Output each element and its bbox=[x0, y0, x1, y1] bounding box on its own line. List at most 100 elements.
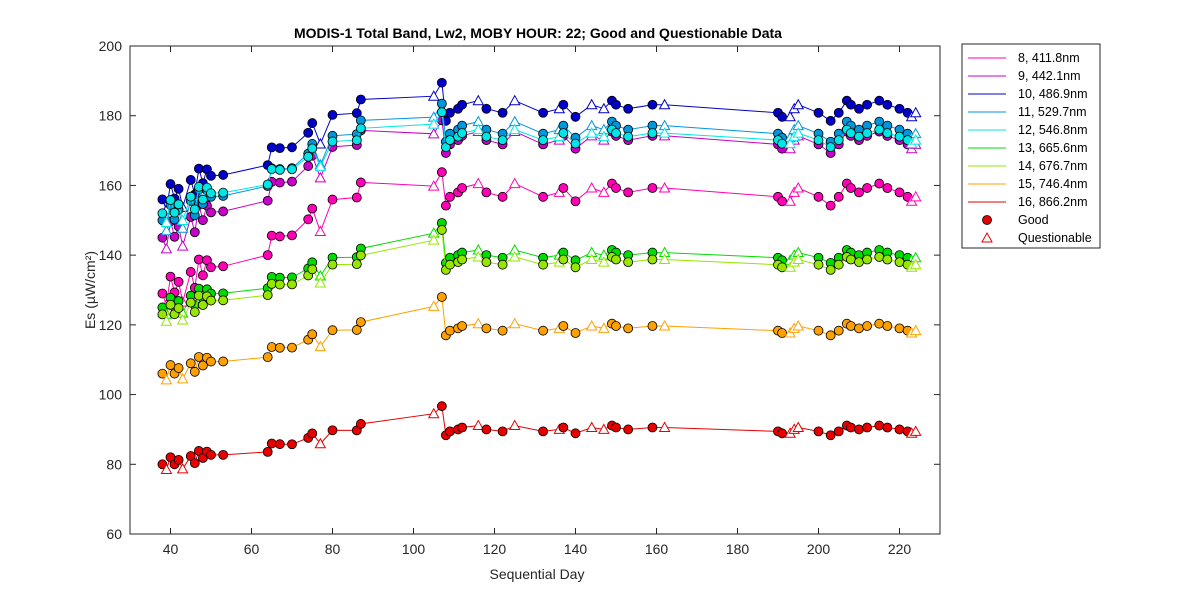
questionable-point bbox=[784, 142, 796, 154]
good-point bbox=[185, 175, 196, 185]
good-point bbox=[813, 107, 824, 118]
good-point bbox=[169, 231, 180, 242]
good-point bbox=[777, 111, 787, 122]
legend-entry: 13, 665.6nm bbox=[1018, 141, 1088, 155]
good-point bbox=[197, 270, 208, 281]
good-point bbox=[481, 103, 492, 114]
good-point bbox=[457, 321, 468, 331]
questionable-point bbox=[427, 234, 440, 245]
good-point bbox=[351, 192, 362, 203]
good-point bbox=[262, 195, 273, 206]
good-point bbox=[570, 428, 581, 439]
good-point bbox=[287, 279, 297, 290]
good-point bbox=[185, 191, 196, 202]
good-point bbox=[157, 309, 168, 320]
good-point bbox=[351, 135, 362, 146]
good-point bbox=[570, 262, 581, 273]
questionable-point bbox=[176, 214, 189, 225]
good-point bbox=[813, 259, 824, 270]
good-point bbox=[894, 424, 905, 435]
good-point bbox=[862, 422, 872, 433]
y-axis-label: Es (µW/cm²) bbox=[82, 251, 98, 329]
good-point bbox=[173, 276, 184, 287]
good-point bbox=[218, 449, 229, 460]
good-point bbox=[882, 183, 893, 193]
good-point bbox=[287, 230, 297, 241]
good-point bbox=[846, 99, 856, 110]
good-point bbox=[558, 99, 569, 110]
good-point bbox=[274, 143, 285, 154]
series-15 bbox=[157, 292, 922, 385]
good-point bbox=[185, 297, 196, 308]
good-point bbox=[497, 426, 508, 437]
good-point bbox=[854, 424, 864, 435]
good-point bbox=[193, 352, 204, 362]
questionable-point bbox=[472, 317, 485, 329]
questionable-point bbox=[598, 322, 610, 333]
good-point bbox=[894, 257, 905, 268]
good-point bbox=[189, 458, 200, 469]
good-point bbox=[436, 401, 447, 412]
good-point bbox=[846, 321, 856, 331]
good-point bbox=[193, 290, 204, 301]
questionable-point bbox=[508, 419, 521, 431]
good-point bbox=[327, 325, 338, 336]
good-point bbox=[206, 170, 216, 181]
questionable-point bbox=[427, 300, 440, 311]
good-point bbox=[165, 360, 176, 370]
good-point bbox=[777, 428, 787, 439]
good-point bbox=[185, 358, 196, 369]
questionable-point bbox=[585, 319, 598, 331]
good-point bbox=[307, 264, 318, 275]
questionable-point bbox=[427, 90, 440, 101]
good-point bbox=[262, 352, 273, 363]
good-point bbox=[436, 225, 447, 235]
good-point bbox=[813, 426, 824, 437]
good-point bbox=[825, 430, 836, 441]
questionable-point bbox=[314, 276, 327, 288]
good-point bbox=[874, 95, 885, 106]
good-point bbox=[157, 194, 168, 205]
good-point bbox=[445, 107, 455, 118]
legend-entry: 14, 676.7nm bbox=[1018, 159, 1088, 173]
questionable-point bbox=[792, 181, 805, 193]
questionable-point bbox=[160, 224, 173, 236]
questionable-point bbox=[176, 372, 189, 384]
x-tick-label: 220 bbox=[888, 541, 912, 557]
questionable-point bbox=[658, 319, 671, 331]
good-point bbox=[846, 183, 856, 193]
good-point bbox=[538, 107, 548, 118]
good-point bbox=[327, 136, 338, 147]
questionable-point bbox=[585, 127, 598, 138]
good-point bbox=[218, 187, 229, 198]
questionable-point bbox=[598, 423, 610, 434]
good-point bbox=[193, 254, 204, 265]
good-point bbox=[169, 207, 180, 218]
good-point bbox=[173, 454, 184, 465]
good-point bbox=[825, 330, 836, 341]
legend-entry: 12, 546.8nm bbox=[1018, 123, 1088, 137]
good-point bbox=[777, 138, 787, 149]
questionable-point bbox=[427, 407, 440, 419]
good-point bbox=[647, 99, 658, 110]
legend-entry: 11, 529.7nm bbox=[1018, 105, 1087, 119]
good-point bbox=[611, 99, 621, 110]
questionable-point bbox=[909, 324, 922, 336]
questionable-point bbox=[585, 253, 598, 265]
questionable-point bbox=[792, 98, 805, 110]
good-point bbox=[307, 428, 318, 439]
x-tick-label: 200 bbox=[807, 541, 831, 557]
x-tick-label: 40 bbox=[163, 541, 179, 557]
legend-entry: 8, 411.8nm bbox=[1018, 51, 1080, 65]
good-point bbox=[497, 325, 508, 336]
good-point bbox=[777, 196, 787, 207]
good-point bbox=[355, 123, 366, 134]
good-point bbox=[854, 323, 864, 334]
y-tick-label: 180 bbox=[99, 108, 123, 124]
questionable-point bbox=[314, 437, 327, 449]
good-point bbox=[157, 208, 168, 219]
legend-entry: 16, 866.2nm bbox=[1018, 195, 1088, 209]
good-point bbox=[647, 128, 658, 139]
good-point bbox=[457, 183, 468, 193]
